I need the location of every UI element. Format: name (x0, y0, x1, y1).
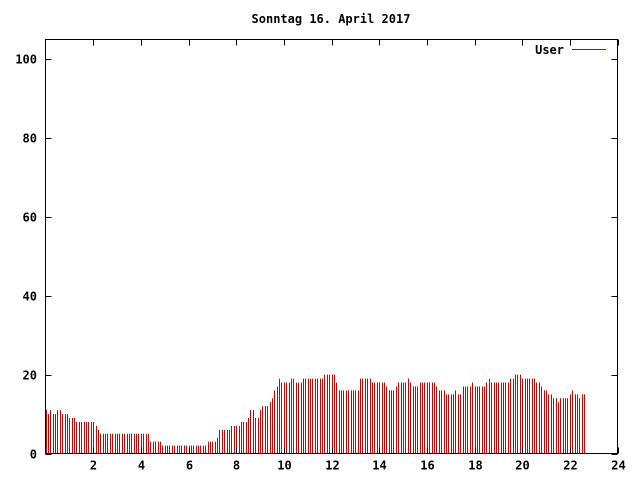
y-axis: 0 20 40 60 80 100 (15, 53, 618, 462)
series-bars (46, 374, 585, 454)
legend: User (535, 43, 606, 57)
y-tick-label: 20 (23, 369, 37, 383)
x-tick-label: 12 (325, 459, 339, 473)
x-tick-label: 22 (563, 459, 577, 473)
plot-frame (45, 39, 618, 454)
x-tick-label: 2 (90, 459, 97, 473)
y-tick-label: 100 (15, 53, 37, 67)
x-tick-label: 24 (611, 459, 625, 473)
x-tick-label: 4 (138, 459, 145, 473)
x-tick-label: 20 (515, 459, 529, 473)
legend-label-user: User (535, 43, 564, 57)
chart-title: Sonntag 16. April 2017 (252, 12, 411, 26)
x-tick-label: 16 (420, 459, 434, 473)
x-tick-label: 6 (186, 459, 193, 473)
y-tick-label: 0 (30, 448, 37, 462)
x-tick-label: 8 (233, 459, 240, 473)
x-tick-label: 18 (468, 459, 482, 473)
x-tick-label: 14 (372, 459, 386, 473)
x-tick-label: 10 (277, 459, 291, 473)
x-axis: 2 4 6 8 10 12 14 16 18 20 22 24 (90, 39, 626, 473)
y-tick-label: 40 (23, 290, 37, 304)
y-tick-label: 80 (23, 132, 37, 146)
y-tick-label: 60 (23, 211, 37, 225)
